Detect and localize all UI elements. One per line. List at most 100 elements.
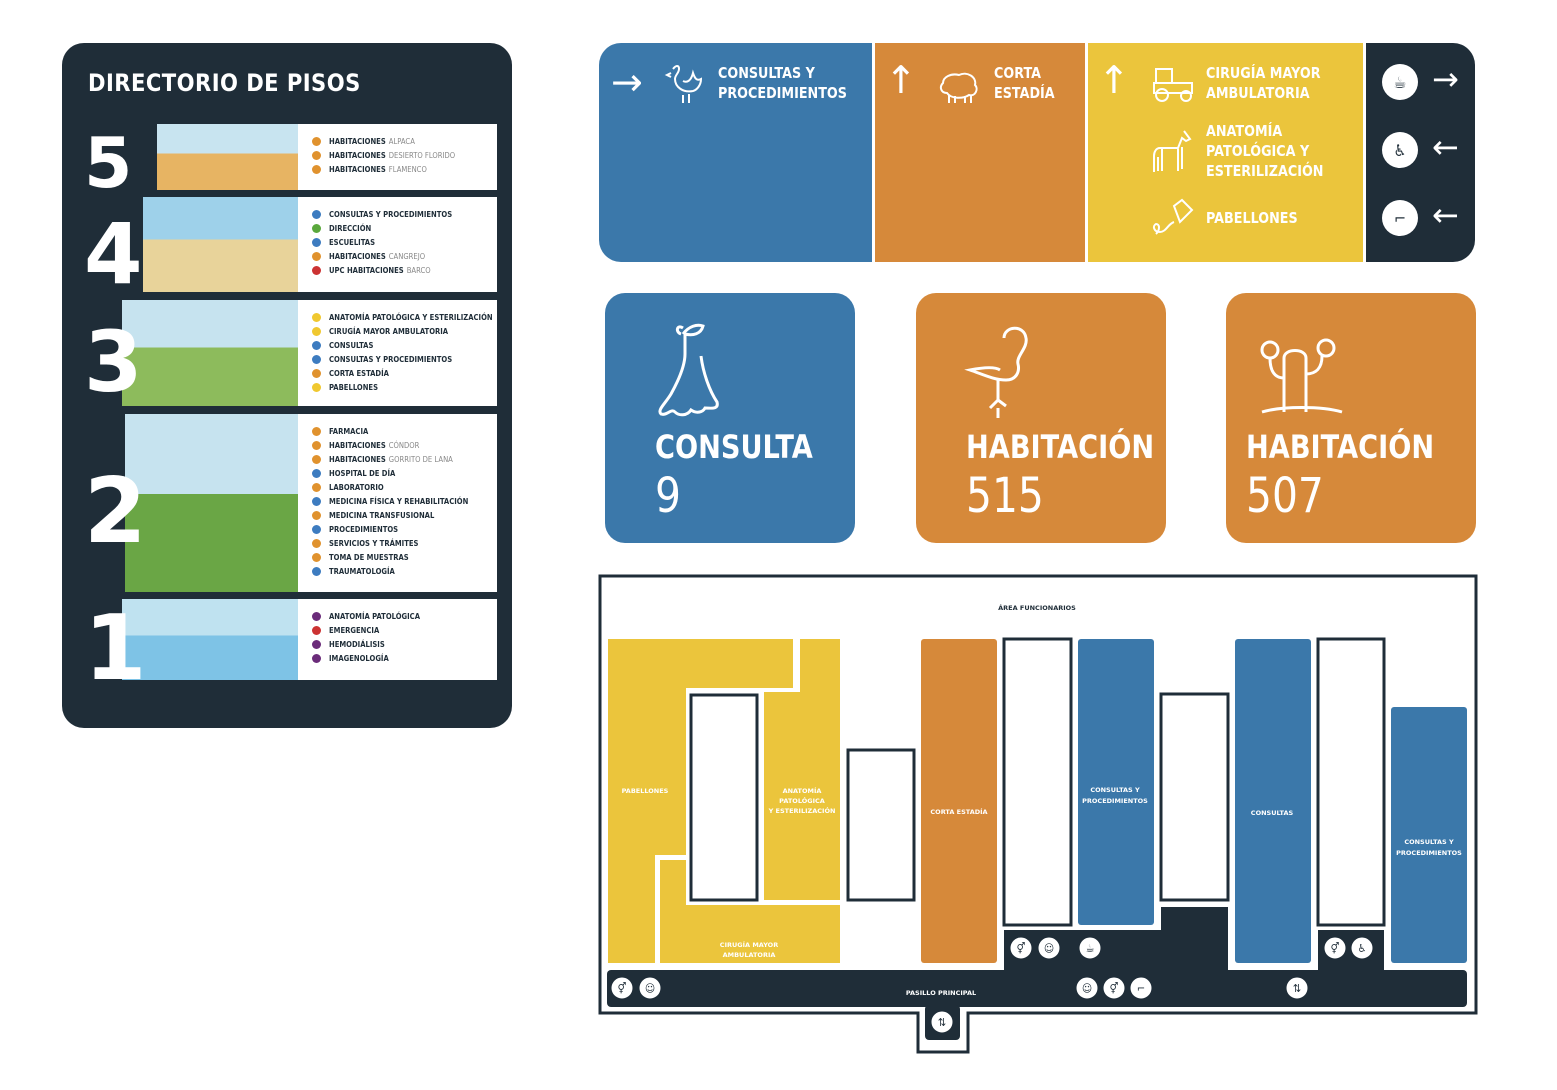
service-name: HABITACIONES xyxy=(329,454,386,464)
arrow-up-icon: ↑ xyxy=(885,58,917,102)
sign-yellow-services: ↑ CIRUGÍA MAYOR AMBULATORIA ANATOMÍA PATOL… xyxy=(1088,43,1363,262)
list-item: HABITACIONES DESIERTO FLORIDO xyxy=(312,148,497,162)
svg-text:⚥: ⚥ xyxy=(1110,982,1119,995)
room-label: CONSULTAS Y xyxy=(1404,838,1454,846)
floor-3: 3 ANATOMÍA PATOLÓGICA Y ESTERILIZACIÓN CIR… xyxy=(62,300,512,406)
svg-text:☕: ☕ xyxy=(1086,942,1095,955)
list-item: IMAGENOLOGÍA xyxy=(312,651,497,665)
service-name: HOSPITAL DE DÍA xyxy=(329,468,396,478)
floor-services-list: ANATOMÍA PATOLÓGICA EMERGENCIA HEMODIÁLISI… xyxy=(298,599,497,680)
floor-2: 2 FARMACIA HABITACIONES CÓNDOR HABITACIONES G… xyxy=(62,414,512,592)
list-item: HEMODIÁLISIS xyxy=(312,637,497,651)
service-name: IMAGENOLOGÍA xyxy=(329,653,389,663)
category-dot xyxy=(312,639,321,649)
room-name: GORRITO DE LANA xyxy=(388,454,453,464)
list-item: HABITACIONES GORRITO DE LANA xyxy=(312,452,497,466)
service-name: TOMA DE MUESTRAS xyxy=(329,552,409,562)
room-label: Y ESTERILIZACIÓN xyxy=(768,806,836,815)
service-name: HABITACIONES xyxy=(329,251,386,261)
category-dot xyxy=(312,368,321,378)
category-dot xyxy=(312,653,321,663)
category-dot xyxy=(312,611,321,621)
room-label: PATOLÓGICA xyxy=(779,796,825,805)
room-label: PABELLONES xyxy=(622,787,669,795)
list-item: MEDICINA TRANSFUSIONAL xyxy=(312,508,497,522)
category-dot xyxy=(312,440,321,450)
staff-area-label: ÁREA FUNCIONARIOS xyxy=(998,603,1076,612)
list-item: CONSULTAS Y PROCEDIMIENTOS xyxy=(312,352,497,366)
service-name: PROCEDIMIENTOS xyxy=(329,524,399,534)
cactus-icon xyxy=(1260,338,1343,414)
room-label: AMBULATORIA xyxy=(723,951,776,959)
floor-illustration xyxy=(122,599,298,680)
service-name: CIRUGÍA MAYOR AMBULATORIA xyxy=(329,326,449,336)
restroom-icon: ⚥ xyxy=(610,976,634,1000)
sign-consultas: → CONSULTAS Y PROCEDIMIENTOS xyxy=(599,43,872,262)
sign-label: CONSULTAS Y xyxy=(718,64,815,82)
restroom-icon: ⚥ xyxy=(1102,976,1126,1000)
kite-icon xyxy=(1152,198,1194,235)
stairs-icon: ⌐ xyxy=(1382,200,1418,236)
service-name: CONSULTAS Y PROCEDIMIENTOS xyxy=(329,209,453,219)
service-name: CONSULTAS Y PROCEDIMIENTOS xyxy=(329,354,453,364)
card-number: 515 xyxy=(966,468,1044,524)
service-room xyxy=(1316,637,1386,927)
service-name: LABORATORIO xyxy=(329,482,384,492)
category-dot xyxy=(312,382,321,392)
accessible-icon: ♿ xyxy=(1350,936,1374,960)
category-dot xyxy=(312,496,321,506)
service-name: HABITACIONES xyxy=(329,150,386,160)
room-name: CÓNDOR xyxy=(388,440,420,450)
flamingo-icon xyxy=(964,326,1028,418)
room-label: CIRUGÍA MAYOR xyxy=(720,940,778,949)
list-item: HABITACIONES ALPACA xyxy=(312,134,497,148)
service-name: CORTA ESTADÍA xyxy=(329,368,389,378)
svg-text:☺: ☺ xyxy=(1044,942,1054,955)
room-label: CONSULTAS Y xyxy=(1090,786,1140,794)
sign-label: PROCEDIMIENTOS xyxy=(718,84,847,102)
list-item: TOMA DE MUESTRAS xyxy=(312,550,497,564)
list-item: MEDICINA FÍSICA Y REHABILITACIÓN xyxy=(312,494,497,508)
room-consultas-procedimientos-2 xyxy=(1391,707,1467,963)
list-item: CONSULTAS Y PROCEDIMIENTOS xyxy=(312,207,497,221)
service-name: ANATOMÍA PATOLÓGICA Y ESTERILIZACIÓN xyxy=(329,312,493,322)
service-name: MEDICINA TRANSFUSIONAL xyxy=(329,510,435,520)
service-name: PABELLONES xyxy=(329,382,379,392)
service-name: DIRECCIÓN xyxy=(329,223,372,233)
elevator-icon: ⇅ xyxy=(930,1010,954,1034)
svg-text:⇅: ⇅ xyxy=(938,1016,946,1029)
list-item: CONSULTAS xyxy=(312,338,497,352)
list-item: EMERGENCIA xyxy=(312,623,497,637)
svg-text:☺: ☺ xyxy=(645,982,655,995)
room-anatomia xyxy=(764,639,840,900)
list-item: SERVICIOS Y TRÁMITES xyxy=(312,536,497,550)
baby-changing-icon: ☺ xyxy=(1037,936,1061,960)
service-name: EMERGENCIA xyxy=(329,625,380,635)
category-dot xyxy=(312,468,321,478)
sign-label: ESTADÍA xyxy=(994,84,1055,102)
service-name: ANATOMÍA PATOLÓGICA xyxy=(329,611,420,621)
stairs-icon: ⌐ xyxy=(1129,976,1153,1000)
directory-title: DIRECTORIO DE PISOS xyxy=(88,69,361,97)
floor-services-list: ANATOMÍA PATOLÓGICA Y ESTERILIZACIÓN CIRU… xyxy=(298,300,497,406)
floor-services-list: FARMACIA HABITACIONES CÓNDOR HABITACIONES GO… xyxy=(298,414,497,592)
card-title: CONSULTA xyxy=(655,428,813,466)
list-item: ANATOMÍA PATOLÓGICA xyxy=(312,609,497,623)
category-dot xyxy=(312,251,321,261)
service-name: HABITACIONES xyxy=(329,136,386,146)
service-room xyxy=(1002,637,1073,927)
service-name: HEMODIÁLISIS xyxy=(329,639,385,649)
room-consultas-procedimientos xyxy=(1078,639,1154,925)
category-dot xyxy=(312,552,321,562)
list-item: LABORATORIO xyxy=(312,480,497,494)
floor-number: 1 xyxy=(84,596,147,701)
category-dot xyxy=(312,340,321,350)
list-item: FARMACIA xyxy=(312,424,497,438)
floor-5: 5 HABITACIONES ALPACA HABITACIONES DESIERTO … xyxy=(62,124,512,198)
sign-label: CORTA xyxy=(994,64,1042,82)
room-name: FLAMENCO xyxy=(388,164,427,174)
list-item: CORTA ESTADÍA xyxy=(312,366,497,380)
room-label: CORTA ESTADÍA xyxy=(930,807,987,816)
sign-corta-estadia: ↑ CORTA ESTADÍA xyxy=(875,43,1085,262)
room-label: ANATOMÍA xyxy=(783,786,822,795)
